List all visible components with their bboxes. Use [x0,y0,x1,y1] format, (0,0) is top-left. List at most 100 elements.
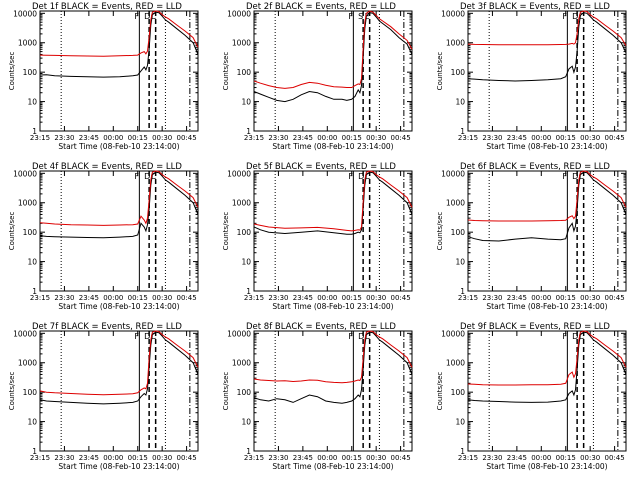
marker-label: F [134,172,139,181]
x-tick-label: 00:15 [342,294,362,302]
series-line-lld [39,170,199,226]
x-tick-label: 00:00 [103,134,123,142]
y-tick-label: 10 [455,98,465,107]
series-line-events [253,12,413,103]
y-tick-label: 10 [27,258,37,267]
marker-label: S [358,12,363,21]
marker-label: F [562,332,567,341]
x-axis-label: Start Time (08-Feb-10 23:14:00) [272,302,393,311]
panel-title: Det 1f BLACK = Events, RED = LLD [32,2,182,12]
marker-label: E [365,12,370,21]
y-tick-label: 1 [32,447,37,456]
y-tick-label: 10 [27,98,37,107]
panel-2: Det 2f BLACK = Events, RED = LLD 1 10 100 10… [222,2,413,151]
x-tick-label: 00:15 [128,294,148,302]
y-tick-label: 1 [32,287,37,296]
marker-label: C [151,12,157,21]
x-axis-label: Start Time (08-Feb-10 23:14:00) [272,462,393,471]
panel-title: Det 7f BLACK = Events, RED = LLD [32,322,182,332]
y-tick-label: 10000 [441,9,465,18]
y-axis-label: Counts/sec [436,372,444,411]
x-tick-label: 00:45 [391,454,411,462]
x-tick-label: 00:00 [531,294,551,302]
series-line-events [39,331,199,405]
y-axis-label: Counts/sec [8,372,16,411]
y-tick-label: 10000 [227,329,251,338]
panel-title: Det 9f BLACK = Events, RED = LLD [460,322,610,332]
x-tick-label: 00:45 [177,294,197,302]
panel-title: Det 3f BLACK = Events, RED = LLD [460,2,610,12]
panel-3: Det 3f BLACK = Events, RED = LLD 1 10 100 10… [436,2,627,151]
y-tick-label: 1000 [232,359,251,368]
y-tick-label: 1 [460,127,465,136]
marker-label: D [144,172,150,181]
y-tick-label: 10000 [13,9,37,18]
marker-label: C [579,332,585,341]
y-tick-label: 100 [237,228,252,237]
marker-label: C [151,332,157,341]
x-tick-label: 00:15 [556,454,576,462]
x-axis-label: Start Time (08-Feb-10 23:14:00) [486,142,607,151]
marker-label: D [358,332,364,341]
y-tick-label: 10000 [227,9,251,18]
y-axis-label: Counts/sec [8,212,16,251]
x-tick-label: 00:00 [103,454,123,462]
y-tick-label: 10 [241,98,251,107]
panel-title: Det 8f BLACK = Events, RED = LLD [246,322,396,332]
x-tick-label: 23:45 [293,294,313,302]
x-tick-label: 23:15 [244,134,264,142]
marker-label: D [144,332,150,341]
x-tick-label: 23:45 [507,134,527,142]
series-line-events [39,11,199,78]
panel-4: Det 4f BLACK = Events, RED = LLD 1 10 100 10… [8,162,199,311]
marker-label: D [572,172,578,181]
y-tick-label: 1 [246,127,251,136]
panel-8: Det 8f BLACK = Events, RED = LLD 1 10 100 10… [222,322,413,471]
x-tick-label: 23:15 [458,294,478,302]
x-tick-label: 00:45 [177,134,197,142]
x-axis-label: Start Time (08-Feb-10 23:14:00) [58,462,179,471]
y-tick-label: 1 [246,447,251,456]
marker-label: C [365,172,371,181]
x-tick-label: 23:15 [30,294,50,302]
y-tick-label: 100 [237,388,252,397]
x-tick-label: 23:30 [268,294,288,302]
y-tick-label: 10000 [441,169,465,178]
plot-frame [39,10,199,132]
marker-label: F [134,12,139,21]
plot-frame [39,330,199,452]
marker-label: F [348,332,353,341]
y-tick-label: 10000 [227,169,251,178]
y-tick-label: 1 [460,447,465,456]
x-tick-label: 00:30 [580,454,600,462]
marker-label: D [144,12,150,21]
x-tick-label: 23:15 [458,134,478,142]
x-tick-label: 23:30 [54,454,74,462]
x-tick-label: 00:00 [531,134,551,142]
y-tick-label: 100 [23,68,38,77]
y-tick-label: 100 [23,388,38,397]
y-axis-label: Counts/sec [436,52,444,91]
marker-label: F [134,332,139,341]
x-tick-label: 23:15 [30,134,50,142]
x-tick-label: 00:30 [366,294,386,302]
x-tick-label: 23:30 [268,454,288,462]
x-tick-label: 23:30 [268,134,288,142]
x-tick-label: 23:45 [507,294,527,302]
y-tick-label: 100 [451,388,466,397]
plot-frame [467,170,627,292]
x-tick-label: 00:15 [556,134,576,142]
x-tick-label: 23:30 [482,454,502,462]
x-tick-label: 23:15 [30,454,50,462]
marker-label: D [572,332,578,341]
x-tick-label: 00:15 [342,454,362,462]
x-tick-label: 23:45 [79,134,99,142]
series-line-events [467,12,627,82]
x-tick-label: 00:30 [152,294,172,302]
x-tick-label: 00:30 [580,134,600,142]
x-tick-label: 00:45 [605,294,625,302]
marker-label: D [572,12,578,21]
x-tick-label: 00:30 [152,134,172,142]
y-tick-label: 10 [455,258,465,267]
